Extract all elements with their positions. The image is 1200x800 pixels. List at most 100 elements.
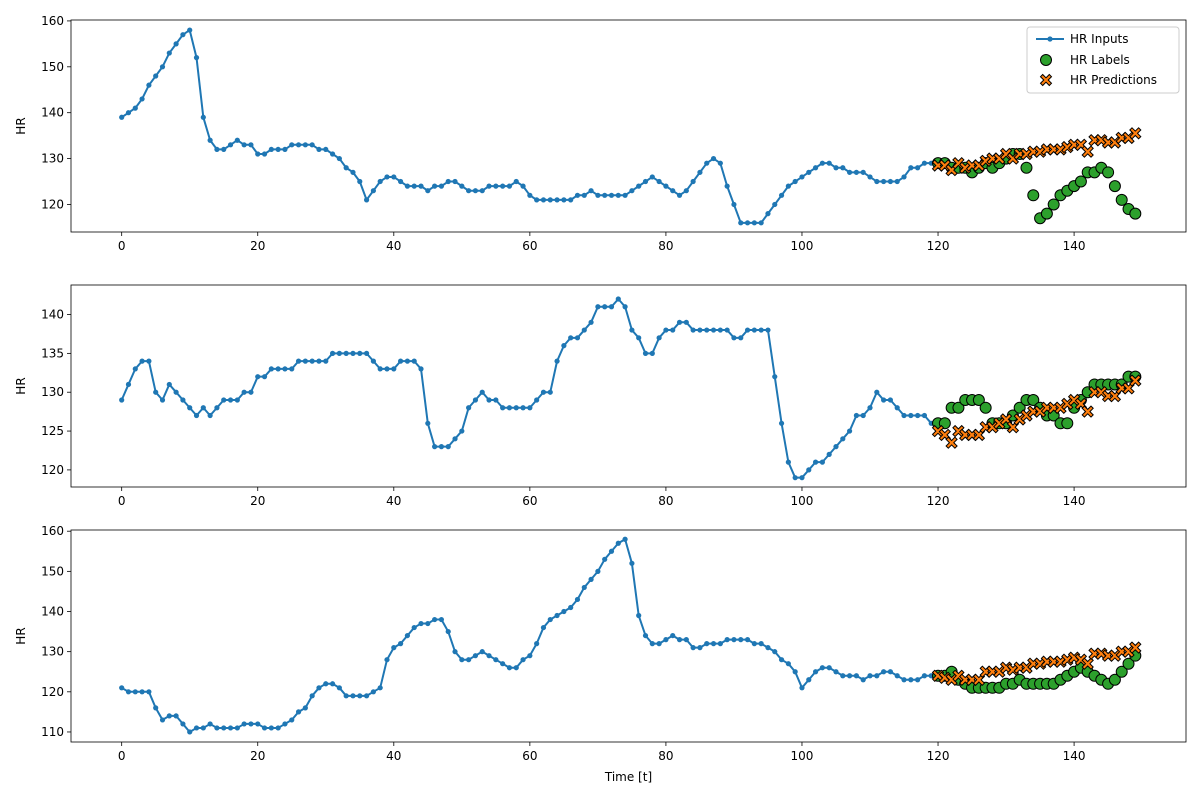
data-point [806, 169, 812, 175]
data-point [411, 183, 417, 189]
data-point [302, 358, 308, 364]
data-point [588, 188, 594, 194]
data-point [282, 721, 288, 727]
data-point [418, 620, 424, 627]
data-point [452, 178, 458, 185]
data-point [159, 397, 166, 403]
data-point [370, 358, 376, 364]
data-point [173, 389, 179, 395]
data-point [656, 178, 662, 185]
data-point [506, 405, 513, 411]
label-point [1129, 207, 1142, 220]
data-point [874, 178, 880, 185]
data-point [908, 412, 914, 419]
data-point [676, 637, 683, 643]
data-point [166, 50, 172, 56]
data-point [676, 319, 683, 325]
data-point [316, 685, 322, 691]
y-tick-label: 160 [41, 14, 64, 28]
data-point [221, 397, 227, 403]
data-point [363, 197, 370, 203]
data-point [663, 327, 669, 333]
data-point [125, 110, 132, 116]
data-point [921, 673, 928, 679]
data-point [772, 649, 778, 655]
data-point [792, 669, 798, 675]
data-point [602, 192, 608, 198]
label-point [1047, 198, 1060, 211]
data-point [806, 467, 812, 473]
data-point [234, 725, 240, 731]
data-point [329, 350, 336, 356]
data-point [493, 657, 499, 663]
data-point [799, 685, 805, 691]
chart-panel-2: 0 20 40 60 80 100 120 140 120 125 130 135 140 HR [14, 284, 1187, 508]
label-point [979, 401, 992, 414]
data-point [744, 637, 751, 643]
data-point [513, 405, 519, 411]
data-point [540, 197, 547, 203]
data-point [887, 178, 894, 185]
label-point [1115, 193, 1128, 206]
data-point [445, 444, 451, 450]
data-point [248, 389, 254, 395]
data-point [778, 192, 785, 198]
data-point [846, 673, 853, 679]
data-point [663, 183, 669, 189]
x-tick-label: 140 [1063, 239, 1086, 253]
data-point [384, 657, 390, 663]
data-point [411, 358, 417, 364]
data-point [853, 412, 859, 419]
data-point [826, 451, 832, 457]
data-point [398, 178, 404, 185]
data-point [574, 335, 581, 341]
data-point [268, 725, 274, 731]
data-point [738, 637, 744, 643]
data-point [921, 412, 928, 419]
data-point [173, 713, 179, 719]
data-point [125, 689, 132, 695]
y-tick-label: 140 [41, 308, 64, 322]
data-point [710, 327, 717, 333]
data-point [908, 677, 914, 683]
data-point [894, 405, 900, 411]
data-point [636, 335, 642, 341]
data-point [255, 374, 261, 380]
data-point [799, 475, 805, 481]
label-point [952, 401, 965, 414]
data-point [180, 397, 186, 403]
x-tick-label: 40 [386, 494, 401, 508]
data-point [812, 669, 819, 675]
series-hr-inputs [119, 296, 934, 481]
data-point [704, 160, 710, 166]
x-tick-label: 140 [1063, 494, 1086, 508]
x-tick-label: 20 [250, 494, 265, 508]
data-point [622, 192, 628, 198]
data-point [534, 397, 540, 403]
data-point [840, 673, 846, 679]
data-point [785, 661, 791, 667]
data-point [574, 596, 581, 603]
data-point [350, 350, 356, 356]
data-point [187, 27, 193, 33]
y-tick-label: 150 [41, 564, 64, 578]
legend-box [1026, 26, 1180, 94]
x-tick-label: 80 [658, 749, 673, 763]
data-point [227, 142, 234, 148]
data-point [459, 657, 465, 663]
data-point [193, 412, 200, 419]
data-point [738, 335, 744, 341]
data-point [445, 178, 451, 185]
data-point [765, 211, 771, 217]
data-point [404, 183, 411, 189]
data-point [595, 568, 601, 574]
data-point [221, 725, 227, 731]
data-point [670, 327, 676, 333]
data-point [472, 653, 479, 659]
data-point [561, 197, 567, 203]
data-point [432, 444, 438, 450]
data-point [404, 632, 411, 639]
legend: HR Inputs HR Labels HR Predictions [1026, 26, 1180, 94]
data-point [398, 641, 404, 647]
data-point [193, 55, 200, 61]
